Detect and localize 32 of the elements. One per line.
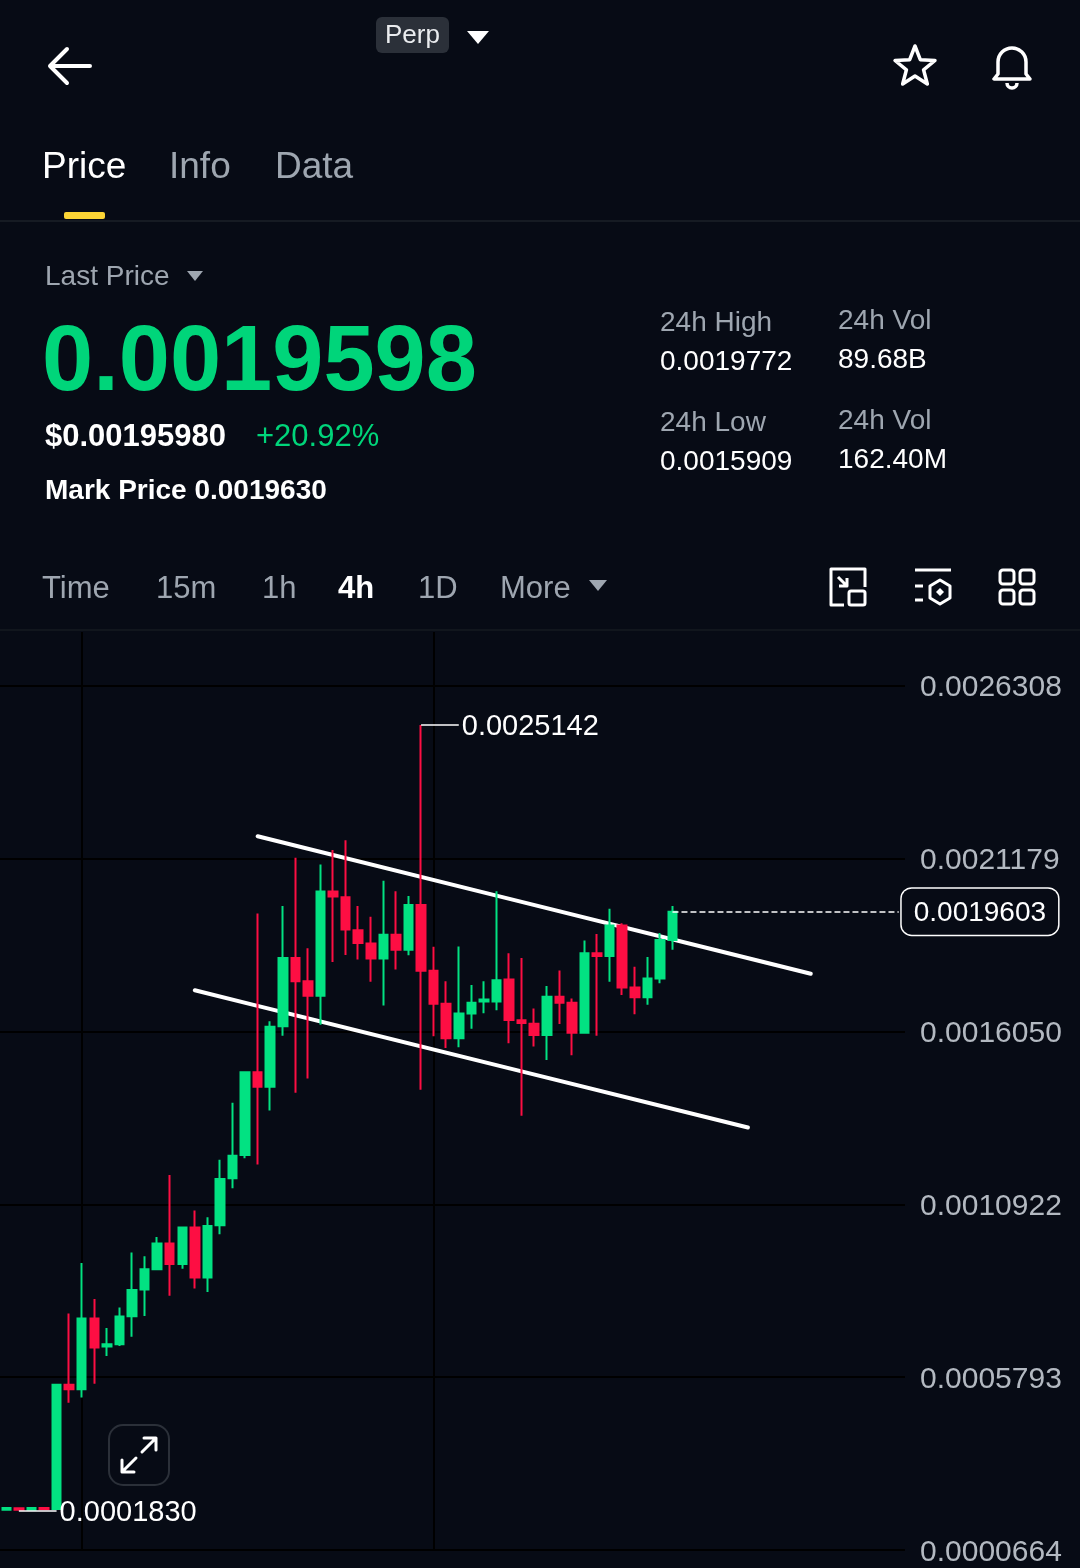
y-tick-label: 0.0000664	[920, 1533, 1062, 1567]
text: More	[500, 570, 571, 606]
text: Time	[42, 570, 110, 606]
text: 1h	[262, 570, 297, 606]
text: 24h Low	[660, 406, 766, 439]
text: Mark Price 0.0019630	[45, 474, 327, 507]
y-tick-label: 0.0005793	[920, 1360, 1062, 1394]
ref-line-label: 0.0019603	[913, 896, 1047, 928]
y-tick-label: 0.0016050	[920, 1014, 1062, 1048]
text: Price	[42, 145, 127, 188]
text: 24h Vol	[838, 404, 932, 437]
y-tick-label: 0.0026308	[920, 669, 1062, 703]
text: 0.0015909	[660, 445, 793, 478]
text: 162.40M	[838, 443, 947, 476]
y-tick-label: 0.0010922	[920, 1187, 1062, 1221]
text: 24h High	[660, 306, 773, 339]
text: 4h	[338, 570, 375, 606]
text: 24h Vol	[838, 304, 932, 337]
annotation: 0.0025142	[461, 708, 599, 741]
text: 1D	[418, 570, 458, 606]
text: 0.0019772	[660, 345, 793, 378]
text: 0.0019598	[42, 306, 477, 411]
text: Last Price	[45, 260, 170, 293]
y-tick-label: 0.0021179	[920, 842, 1060, 876]
text: Perp	[376, 17, 449, 53]
text: Data	[275, 145, 354, 188]
text: Info	[169, 145, 231, 188]
annotation: 0.0001830	[59, 1494, 197, 1527]
text: 15m	[156, 570, 217, 606]
text: 89.68B	[838, 343, 927, 376]
text: $0.00195980	[45, 418, 227, 454]
text: +20.92%	[256, 418, 380, 454]
